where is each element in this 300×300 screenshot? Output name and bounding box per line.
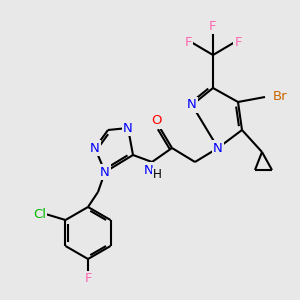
Text: F: F [234,35,242,49]
Text: N: N [144,164,154,176]
Text: N: N [100,166,110,178]
Text: F: F [84,272,92,286]
Text: N: N [187,98,197,112]
Text: O: O [151,115,161,128]
Text: N: N [123,122,133,134]
Text: Cl: Cl [33,208,46,220]
Text: H: H [153,169,161,182]
Text: N: N [213,142,223,154]
Text: N: N [90,142,100,154]
Text: F: F [184,35,192,49]
Text: F: F [209,20,217,32]
Text: Br: Br [273,91,288,103]
